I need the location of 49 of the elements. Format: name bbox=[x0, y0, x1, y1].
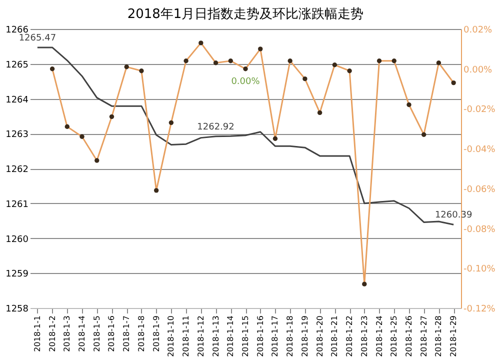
y2-tick-label: -0.10% bbox=[464, 264, 496, 275]
x-tick-label: 2018-1-4 bbox=[78, 316, 87, 352]
x-tick-label: 2018-1-18 bbox=[286, 316, 295, 357]
x-tick-label: 2018-1-25 bbox=[390, 316, 399, 357]
data-label: 1265.47 bbox=[18, 33, 56, 44]
y-tick-label: 1262 bbox=[6, 165, 28, 175]
y-tick-label: 1260 bbox=[6, 234, 29, 245]
x-tick-label: 2018-1-7 bbox=[122, 316, 132, 352]
x-tick-label: 2018-1-23 bbox=[360, 316, 369, 357]
x-tick-label: 2018-1-6 bbox=[107, 316, 116, 352]
data-label: 1262.92 bbox=[197, 122, 234, 132]
y2-tick-label: -0.08% bbox=[464, 224, 496, 235]
y2-tick-label: 0.02% bbox=[464, 26, 493, 36]
x-tick-label: 2018-1-29 bbox=[449, 316, 458, 357]
x-tick-label: 2018-1-13 bbox=[211, 316, 220, 357]
y-tick-label: 1258 bbox=[6, 304, 29, 314]
x-tick-label: 2018-1-5 bbox=[92, 316, 102, 352]
x-tick-label: 2018-1-16 bbox=[256, 316, 265, 357]
x-tick-label: 2018-1-28 bbox=[434, 316, 444, 357]
data-label: 0.00% bbox=[231, 76, 260, 87]
x-tick-label: 2018-1-21 bbox=[330, 316, 340, 357]
y-tick-label: 1261 bbox=[6, 200, 28, 210]
y2-tick-label: -0.06% bbox=[464, 184, 496, 195]
x-tick-label: 2018-1-26 bbox=[404, 316, 414, 357]
y-tick-label: 1259 bbox=[6, 270, 29, 280]
x-tick-label: 2018-1-15 bbox=[241, 316, 250, 357]
x-tick-label: 2018-1-11 bbox=[182, 316, 191, 357]
x-tick-label: 2018-1-14 bbox=[226, 316, 236, 357]
chart-title: 2018年1月日指数走势及环比涨跌幅走势 bbox=[127, 7, 364, 22]
x-tick-label: 2018-1-20 bbox=[315, 316, 324, 357]
y2-tick-label: 0.00% bbox=[464, 65, 493, 76]
y-tick-label: 1263 bbox=[6, 130, 28, 140]
y-tick-label: 1265 bbox=[6, 60, 28, 70]
x-tick-label: 2018-1-19 bbox=[300, 316, 310, 357]
x-tick-label: 2018-1-1 bbox=[32, 316, 42, 352]
y2-tick-label: -0.12% bbox=[464, 304, 496, 314]
x-tick-label: 2018-1-3 bbox=[62, 316, 72, 352]
x-tick-label: 2018-1-22 bbox=[345, 316, 354, 357]
x-tick-label: 2018-1-27 bbox=[419, 316, 428, 357]
y2-tick-label: -0.04% bbox=[464, 145, 496, 156]
x-tick-label: 2018-1-8 bbox=[136, 316, 146, 352]
x-tick-label: 2018-1-12 bbox=[196, 316, 206, 357]
y-tick-label: 1264 bbox=[6, 95, 29, 106]
x-tick-label: 2018-1-2 bbox=[48, 316, 57, 352]
y2-tick-label: -0.02% bbox=[464, 105, 496, 116]
x-tick-label: 2018-1-9 bbox=[152, 316, 161, 352]
x-tick-label: 2018-1-24 bbox=[374, 316, 384, 357]
x-tick-label: 2018-1-10 bbox=[166, 316, 176, 357]
x-tick-label: 2018-1-17 bbox=[270, 316, 280, 357]
